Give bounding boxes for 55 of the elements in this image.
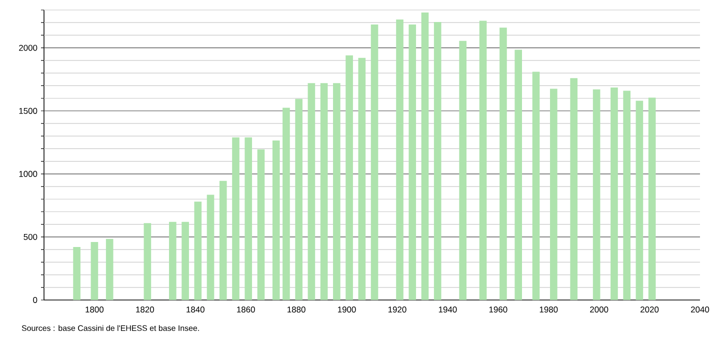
x-tick-label: 1860 (237, 306, 255, 313)
bar (73, 247, 80, 300)
y-tick-label: 2000 (19, 44, 38, 51)
bar (610, 88, 618, 300)
y-tick-label: 1500 (19, 108, 38, 114)
bar (396, 19, 404, 300)
x-tick-label: 2040 (691, 306, 710, 313)
bar (169, 222, 176, 300)
x-tick-label: 1960 (489, 306, 508, 313)
x-tick-label: 1800 (86, 306, 104, 313)
bar (358, 58, 366, 300)
bar (434, 22, 442, 300)
bar (282, 108, 290, 300)
bar (636, 100, 644, 300)
y-tick-label: 0 (33, 297, 38, 303)
bar (550, 88, 558, 300)
bar (370, 24, 378, 300)
x-tick-label: 1820 (136, 306, 154, 313)
bar (272, 140, 280, 300)
x-tick-label: 1940 (438, 306, 457, 313)
bar (592, 89, 600, 300)
x-tick-label: 2020 (640, 306, 659, 313)
bar (648, 98, 656, 300)
bar (421, 12, 429, 300)
bar (346, 55, 353, 300)
y-tick-label: 500 (24, 234, 38, 240)
bar (623, 90, 630, 300)
bar (244, 137, 252, 300)
bar (232, 137, 240, 300)
bar (500, 28, 507, 300)
bar (257, 149, 265, 300)
bar (459, 40, 466, 300)
bar (308, 83, 316, 300)
bar (106, 238, 114, 300)
x-tick-label: 1980 (540, 306, 558, 313)
bar (514, 50, 522, 300)
y-tick-label: 1000 (19, 170, 38, 177)
bar (408, 24, 416, 300)
x-tick-label: 1880 (288, 306, 306, 313)
bar (333, 83, 340, 300)
x-tick-label: 1840 (186, 306, 204, 313)
bar (570, 78, 578, 300)
bar (320, 83, 328, 300)
bar (90, 242, 98, 300)
x-tick-label: 1900 (338, 306, 356, 313)
bar (182, 222, 189, 300)
bar (219, 180, 227, 300)
bar (295, 98, 302, 300)
bar (144, 223, 152, 300)
bar (479, 20, 487, 300)
x-tick-label: 1920 (388, 306, 406, 313)
bar (194, 202, 202, 300)
bar (206, 194, 214, 300)
x-tick-label: 2000 (590, 306, 608, 313)
bar (532, 72, 540, 300)
